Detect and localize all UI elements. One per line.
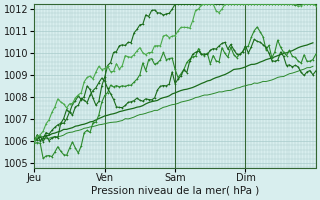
X-axis label: Pression niveau de la mer( hPa ): Pression niveau de la mer( hPa ) [91,186,259,196]
